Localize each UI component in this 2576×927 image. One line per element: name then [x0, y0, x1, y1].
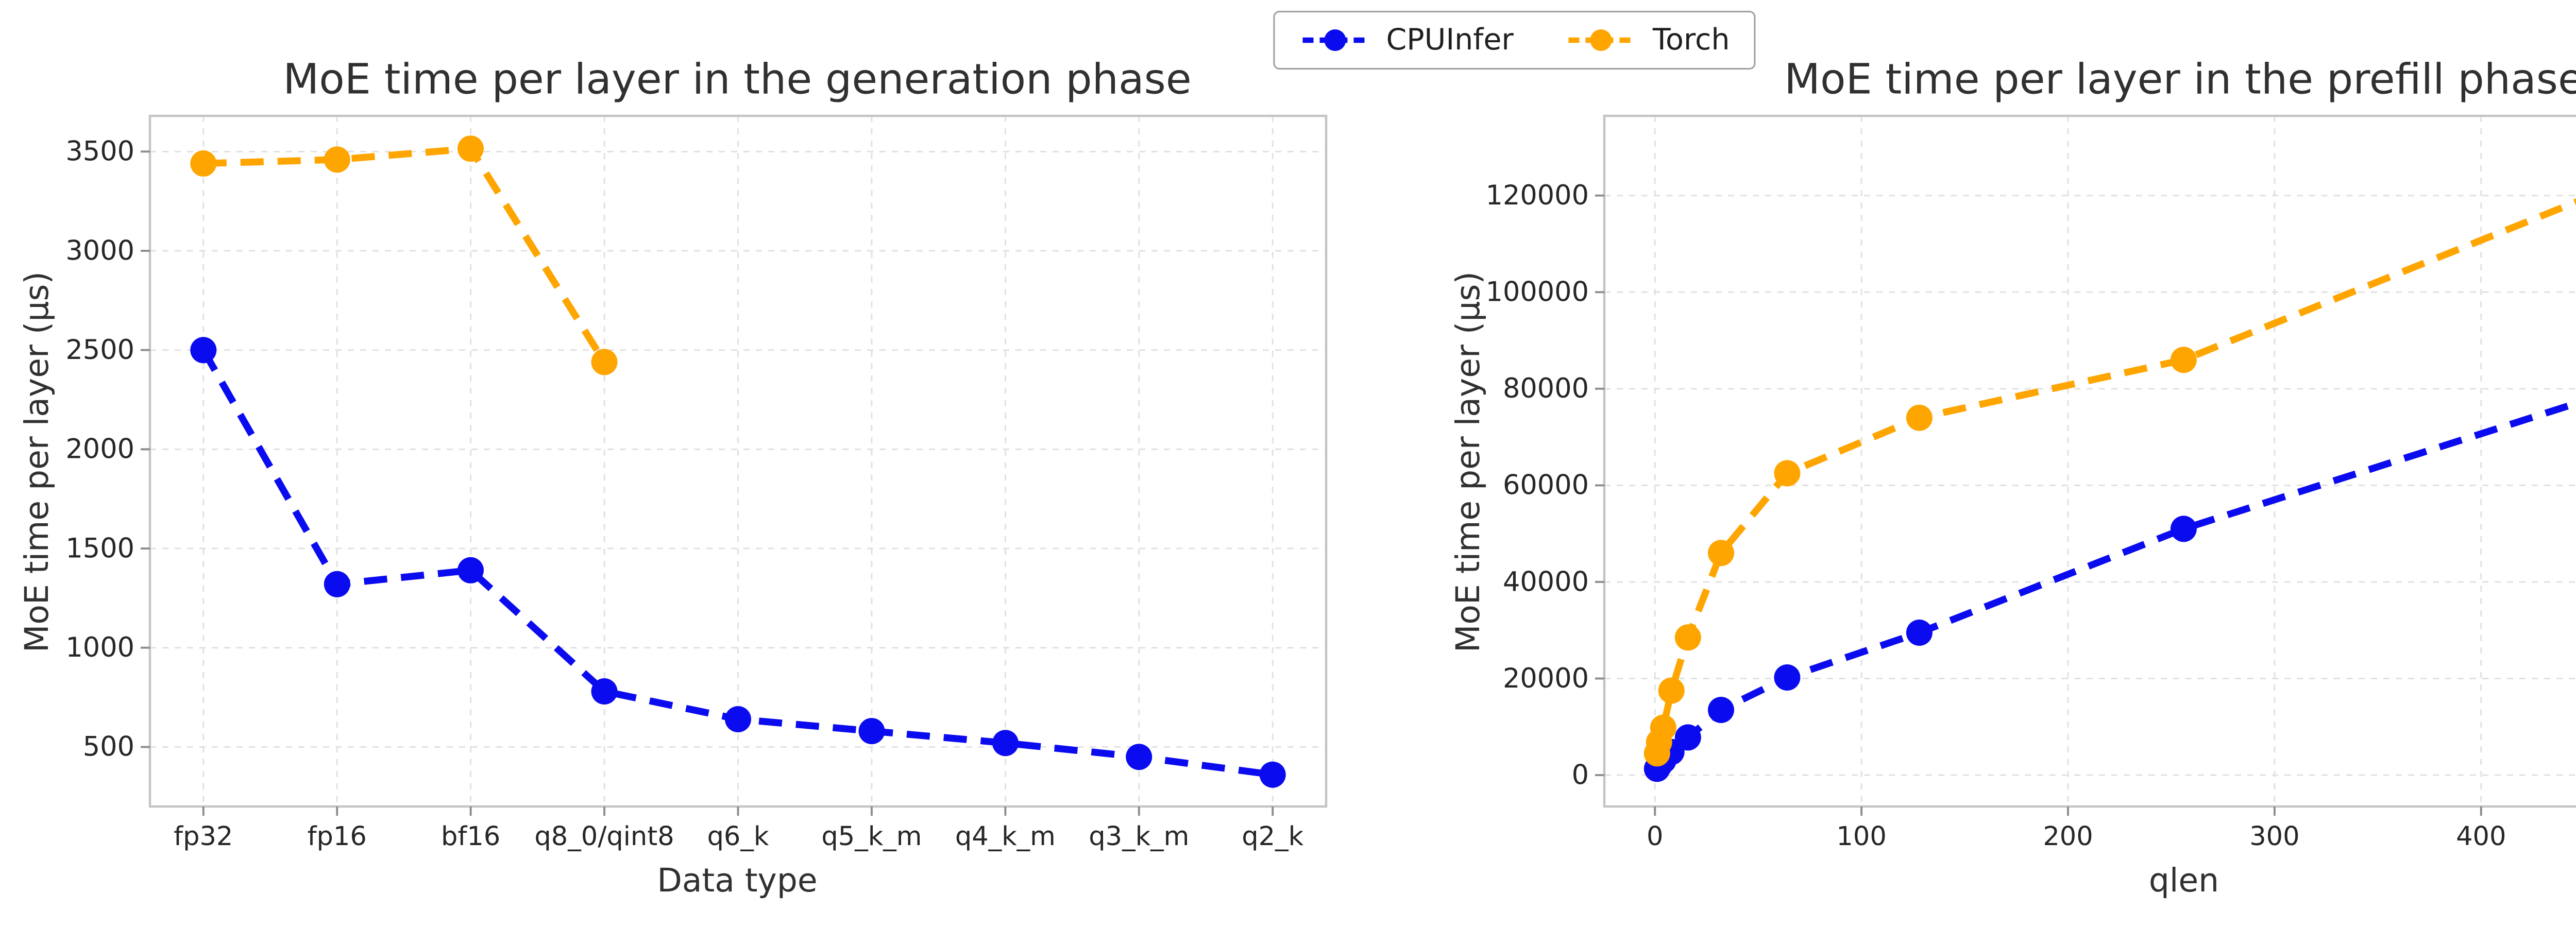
- y-tick-label: 60000: [1503, 470, 1589, 501]
- gridlines: [1604, 116, 2576, 806]
- x-tick-label: q5_k_m: [821, 821, 922, 852]
- data-point-marker: [1774, 664, 1801, 691]
- y-tick-label: 120000: [1486, 180, 1589, 211]
- x-tick-label: fp32: [174, 821, 233, 852]
- legend-torch-line-marker-icon: [1569, 29, 1634, 51]
- prefill-chart: 0 20000 40000 60000 80000 100000 120000 0 100 200…: [1486, 114, 2576, 852]
- y-tick-label: 3000: [65, 235, 134, 266]
- x-tick-label: q6_k: [707, 821, 769, 852]
- series-line: [1653, 198, 2576, 754]
- data-point-marker: [190, 337, 217, 364]
- data-point-marker: [591, 678, 618, 705]
- y-tick-label: 40000: [1503, 566, 1589, 597]
- legend-item-cpuinfer: CPUInfer: [1299, 23, 1514, 57]
- x-tick-label: q4_k_m: [955, 821, 1056, 852]
- legend-item-torch: Torch: [1566, 23, 1730, 57]
- data-point-marker: [1674, 724, 1701, 751]
- y-tick-label: 1500: [65, 533, 134, 564]
- x-tick-label: q3_k_m: [1089, 821, 1189, 852]
- data-point-marker: [324, 146, 350, 173]
- x-tick-label: 400: [2456, 821, 2506, 852]
- prefill-xaxis-label: qlen: [2148, 862, 2219, 899]
- x-tick-label: 100: [1836, 821, 1886, 852]
- y-tick-label: 80000: [1503, 373, 1589, 404]
- generation-xaxis-label: Data type: [657, 862, 818, 899]
- generation-chart-series-cpuinfer: [190, 337, 1286, 788]
- axis-ticks: 500 1000 1500 2000 2500 3000 3500 fp32 fp16 bf16 q…: [65, 136, 1303, 852]
- generation-chart-series-torch: [190, 135, 618, 375]
- x-tick-label: 300: [2249, 821, 2299, 852]
- data-point-marker: [1126, 744, 1153, 770]
- prefill-chart-title: MoE time per layer in the prefill phase: [1784, 56, 2576, 105]
- data-point-marker: [190, 150, 217, 177]
- prefill-chart-series-torch: [1643, 198, 2576, 767]
- y-tick-label: 100000: [1486, 277, 1589, 308]
- legend-label-cpuinfer: CPUInfer: [1386, 23, 1514, 57]
- data-point-marker: [992, 730, 1019, 757]
- x-tick-label: 200: [2043, 821, 2093, 852]
- y-tick-label: 2000: [65, 434, 134, 465]
- data-point-marker: [1708, 540, 1734, 566]
- y-tick-label: 3500: [65, 136, 134, 167]
- x-tick-label: q8_0/qint8: [534, 821, 674, 852]
- data-point-marker: [1774, 460, 1801, 487]
- y-tick-label: 20000: [1503, 663, 1589, 694]
- data-point-marker: [1650, 714, 1676, 741]
- y-tick-label: 0: [1572, 759, 1589, 791]
- data-point-marker: [457, 557, 484, 583]
- series-line: [1654, 400, 2576, 771]
- series-line: [203, 145, 607, 364]
- data-point-marker: [1658, 677, 1685, 704]
- y-tick-label: 1000: [65, 632, 134, 663]
- x-tick-label: fp16: [308, 821, 367, 852]
- x-tick-label: 0: [1647, 821, 1663, 852]
- data-point-marker: [1708, 697, 1734, 723]
- data-point-marker: [1259, 761, 1286, 788]
- data-point-marker: [591, 349, 618, 375]
- data-point-marker: [858, 718, 885, 745]
- x-tick-label: q2_k: [1242, 821, 1303, 852]
- legend: CPUInfer Torch: [1273, 11, 1756, 70]
- gridlines: [150, 116, 1326, 806]
- legend-cpuinfer-line-marker-icon: [1302, 29, 1368, 51]
- generation-chart-title: MoE time per layer in the generation pha…: [283, 56, 1192, 105]
- data-point-marker: [1906, 404, 1933, 431]
- y-tick-label: 2500: [65, 334, 134, 366]
- data-point-marker: [457, 135, 484, 162]
- plot-frame: [1603, 114, 2576, 808]
- y-tick-label: 500: [83, 731, 134, 763]
- prefill-chart-series-cpuinfer: [1643, 400, 2576, 782]
- data-point-marker: [1674, 624, 1701, 651]
- data-point-marker: [2170, 347, 2197, 373]
- generation-chart: 500 1000 1500 2000 2500 3000 3500 fp32 fp16 bf16 q…: [65, 114, 1328, 852]
- legend-label-torch: Torch: [1652, 23, 1730, 57]
- axis-ticks: 0 20000 40000 60000 80000 100000 120000 0 100 200…: [1486, 180, 2506, 852]
- data-point-marker: [1906, 620, 1933, 646]
- data-point-marker: [324, 571, 350, 597]
- data-point-marker: [2170, 516, 2197, 542]
- data-point-marker: [725, 706, 751, 732]
- x-tick-label: bf16: [441, 821, 500, 852]
